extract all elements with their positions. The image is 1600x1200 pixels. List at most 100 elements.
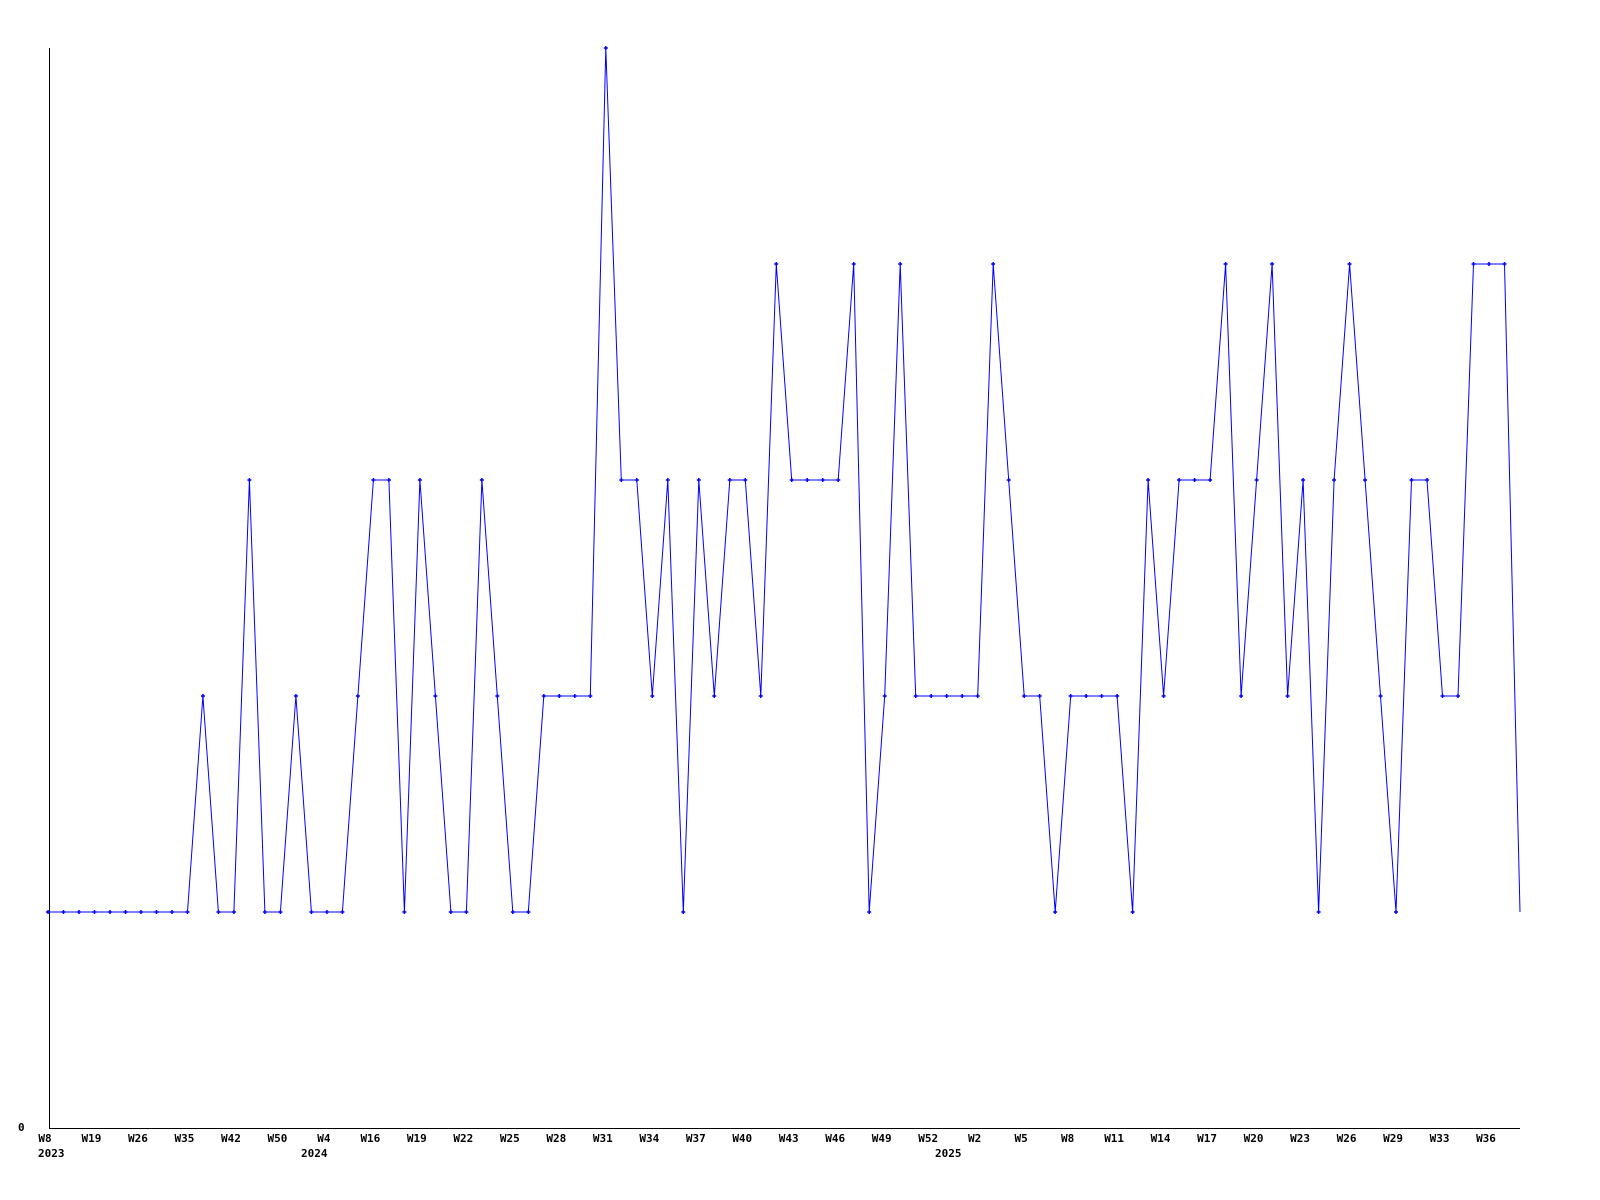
year-labels: 2023 2024 2025 <box>38 1147 962 1160</box>
data-point <box>991 262 996 266</box>
data-point <box>123 910 128 914</box>
data-point <box>185 910 190 914</box>
data-point <box>371 478 376 482</box>
x-tick-label: W14 <box>1151 1132 1171 1145</box>
data-point <box>898 262 903 266</box>
data-point <box>1053 910 1058 914</box>
data-point <box>1471 262 1476 266</box>
data-point <box>1316 910 1321 914</box>
x-tick-label: W8 <box>1061 1132 1074 1145</box>
data-point <box>743 478 748 482</box>
year-label: 2025 <box>935 1147 962 1160</box>
x-tick-labels: W8 W19 W26 W35 W42 W50 W4 W16 W19 W22 W25 W28 W31 W34… <box>38 1132 1496 1145</box>
data-point <box>386 478 391 482</box>
data-point <box>200 694 205 698</box>
data-point <box>1022 694 1027 698</box>
data-point <box>1394 910 1399 914</box>
data-point <box>1037 694 1042 698</box>
data-point <box>92 910 97 914</box>
x-tick-label: W46 <box>825 1132 845 1145</box>
x-tick-label: W37 <box>686 1132 706 1145</box>
x-tick-label: W52 <box>918 1132 938 1145</box>
data-point <box>1223 262 1228 266</box>
data-point <box>681 910 686 914</box>
data-point <box>944 694 949 698</box>
year-label: 2024 <box>301 1147 328 1160</box>
data-point <box>975 694 980 698</box>
data-point <box>634 478 639 482</box>
data-point <box>1192 478 1197 482</box>
data-point <box>851 262 856 266</box>
data-point <box>1115 694 1120 698</box>
data-point <box>1208 478 1213 482</box>
data-point <box>309 910 314 914</box>
data-point <box>1270 262 1275 266</box>
x-tick-label: W11 <box>1104 1132 1124 1145</box>
data-point <box>1254 478 1259 482</box>
data-point <box>324 910 329 914</box>
data-point <box>262 910 267 914</box>
x-tick-label: W43 <box>779 1132 799 1145</box>
x-tick-label: W35 <box>175 1132 195 1145</box>
series-line <box>48 47 1521 913</box>
year-label: 2023 <box>38 1147 65 1160</box>
x-tick-label: W36 <box>1476 1132 1496 1145</box>
data-point <box>448 910 453 914</box>
x-tick-label: W40 <box>732 1132 752 1145</box>
x-tick-label: W29 <box>1383 1132 1403 1145</box>
data-point <box>169 910 174 914</box>
x-tick-label: W23 <box>1290 1132 1310 1145</box>
data-point <box>433 694 438 698</box>
data-point <box>247 478 252 482</box>
data-point <box>1409 478 1414 482</box>
data-point <box>929 694 934 698</box>
data-point <box>1099 694 1104 698</box>
data-point <box>805 478 810 482</box>
data-point <box>1130 910 1135 914</box>
data-point <box>216 910 221 914</box>
x-tick-label: W4 <box>317 1132 331 1145</box>
data-point <box>1502 262 1507 266</box>
data-point <box>836 478 841 482</box>
data-point <box>138 910 143 914</box>
x-tick-label: W8 <box>38 1132 51 1145</box>
data-point <box>712 694 717 698</box>
data-point <box>1456 694 1461 698</box>
x-tick-label: W49 <box>872 1132 892 1145</box>
data-point <box>619 478 624 482</box>
data-point <box>1177 478 1182 482</box>
x-tick-label: W19 <box>407 1132 427 1145</box>
data-point <box>107 910 112 914</box>
x-tick-label: W20 <box>1244 1132 1264 1145</box>
data-point <box>340 910 345 914</box>
data-point <box>696 478 701 482</box>
x-tick-label: W28 <box>546 1132 566 1145</box>
data-point <box>1068 694 1073 698</box>
data-point <box>960 694 965 698</box>
data-point <box>510 910 515 914</box>
data-point <box>417 478 422 482</box>
data-point <box>1487 262 1492 266</box>
data-point <box>588 694 593 698</box>
x-tick-label: W42 <box>221 1132 241 1145</box>
x-tick-label: W26 <box>128 1132 148 1145</box>
data-point <box>495 694 500 698</box>
data-point <box>557 694 562 698</box>
data-point <box>1425 478 1430 482</box>
x-tick-label: W31 <box>593 1132 613 1145</box>
data-point <box>1440 694 1445 698</box>
data-point <box>46 910 50 914</box>
data-point <box>1378 694 1383 698</box>
x-tick-label: W33 <box>1430 1132 1450 1145</box>
x-tick-label: W5 <box>1015 1132 1028 1145</box>
data-point <box>867 910 872 914</box>
data-point <box>1363 478 1368 482</box>
x-tick-label: W25 <box>500 1132 520 1145</box>
data-point <box>278 910 283 914</box>
data-point <box>231 910 236 914</box>
data-point <box>61 910 66 914</box>
data-point <box>665 478 670 482</box>
data-point <box>1347 262 1352 266</box>
data-point <box>541 694 546 698</box>
